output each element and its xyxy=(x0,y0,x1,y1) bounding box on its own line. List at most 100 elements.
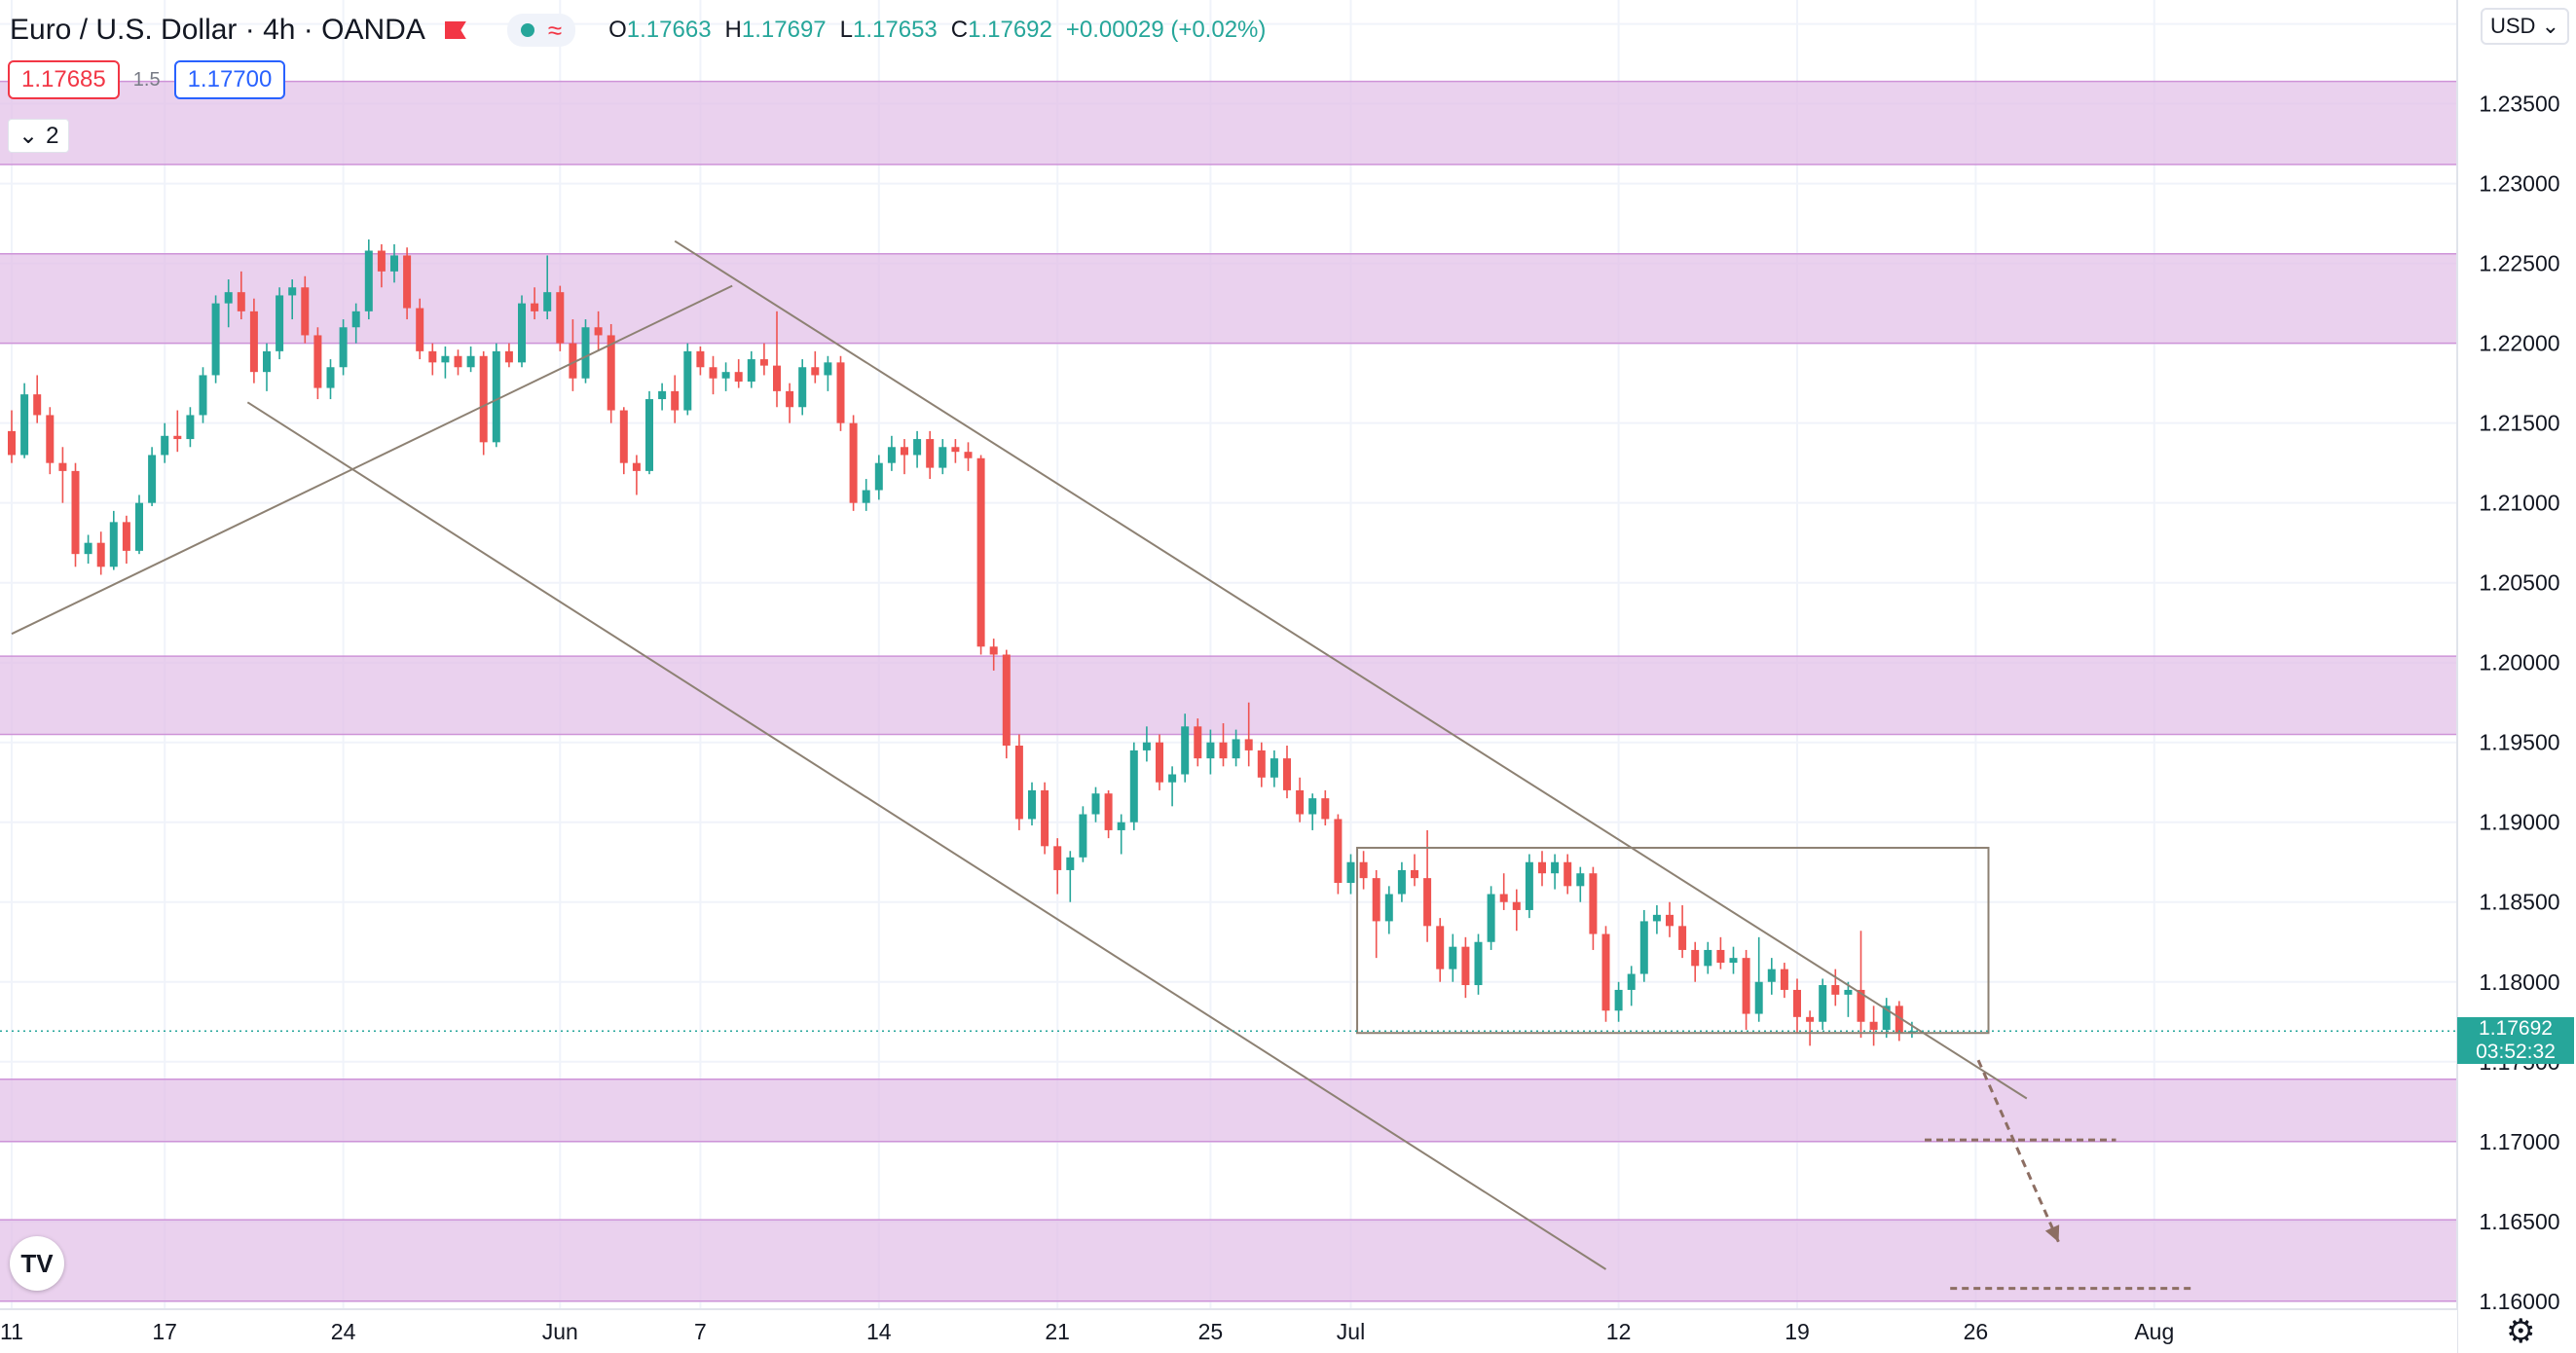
candle-body xyxy=(1819,985,1827,1022)
currency-label: USD xyxy=(2490,14,2536,38)
candle-body xyxy=(263,350,271,373)
candle-body xyxy=(1652,914,1661,922)
candle-body xyxy=(390,255,398,272)
candle-body xyxy=(364,250,373,311)
close-key: C xyxy=(950,17,969,43)
candle-body xyxy=(1359,861,1368,879)
candle-body xyxy=(428,350,437,363)
low-key: L xyxy=(839,17,854,43)
candle-body xyxy=(1296,789,1305,815)
symbol-title[interactable]: Euro / U.S. Dollar · 4h · OANDA xyxy=(10,14,425,46)
candle-body xyxy=(96,542,105,567)
price-axis-panel xyxy=(2457,0,2576,1353)
candle-body xyxy=(1346,861,1355,884)
buy-button[interactable]: 1.17700 xyxy=(173,60,286,99)
candle-body xyxy=(1487,894,1495,942)
price-tick-label: 1.22000 xyxy=(2479,331,2559,356)
candle-body xyxy=(377,250,386,272)
candle-body xyxy=(1411,869,1418,879)
candle-body xyxy=(122,522,130,551)
price-tick-label: 1.22500 xyxy=(2479,251,2559,276)
candle-body xyxy=(135,502,143,551)
flag-icon[interactable] xyxy=(444,21,466,39)
candle-body xyxy=(1321,798,1330,820)
candle-body xyxy=(1589,873,1598,934)
candle-body xyxy=(1869,1021,1878,1030)
candle-body xyxy=(504,350,513,363)
broker-label: OANDA xyxy=(321,14,425,46)
tradingview-logo[interactable]: TV xyxy=(10,1236,64,1291)
support-resistance-zone xyxy=(0,81,2457,165)
candle-body xyxy=(1614,989,1623,1011)
candle-body xyxy=(1449,946,1457,969)
sell-button[interactable]: 1.17685 xyxy=(8,60,120,99)
candle-body xyxy=(276,295,284,351)
price-tick-label: 1.19500 xyxy=(2479,730,2559,755)
candle-body xyxy=(1283,758,1291,790)
candle-body xyxy=(1601,933,1610,1011)
support-resistance-zone xyxy=(0,1079,2457,1142)
quote-row: 1.17685 1.5 1.17700 xyxy=(8,60,286,99)
candle-body xyxy=(683,350,692,411)
candle-body xyxy=(607,335,615,411)
candle-body xyxy=(1704,949,1712,967)
candle-body xyxy=(1423,878,1432,927)
candle-body xyxy=(734,372,743,383)
candle-body xyxy=(1512,901,1521,910)
candle-body xyxy=(1117,822,1125,830)
candle-body xyxy=(1831,985,1840,995)
candle-body xyxy=(109,522,118,567)
candle-body xyxy=(46,415,55,463)
price-tick-label: 1.20500 xyxy=(2479,570,2559,596)
candle-body xyxy=(1436,926,1445,969)
candle-body xyxy=(1895,1006,1903,1034)
candle-body xyxy=(351,311,360,328)
indicator-count: 2 xyxy=(46,122,59,149)
candle-body xyxy=(619,410,628,463)
gear-icon[interactable]: ⚙ xyxy=(2506,1313,2536,1350)
time-tick-label: 11 xyxy=(0,1319,23,1344)
candle-body xyxy=(786,390,794,408)
candle-body xyxy=(1181,726,1190,775)
candle-body xyxy=(1168,774,1177,783)
candle-body xyxy=(211,303,220,376)
price-tick-label: 1.23000 xyxy=(2479,171,2559,197)
candle-body xyxy=(1627,973,1636,990)
low-value: 1.17653 xyxy=(853,17,938,43)
candle-body xyxy=(887,447,896,463)
market-status-pill[interactable]: ≈ xyxy=(506,14,576,47)
arrowhead-icon xyxy=(2044,1225,2060,1243)
candle-body xyxy=(1742,958,1750,1014)
candle-body xyxy=(1525,861,1533,910)
candle-body xyxy=(1194,726,1202,759)
candle-body xyxy=(1806,1016,1815,1022)
ohlc-values: O1.17663 H1.17697 L1.17653 C1.17692 +0.0… xyxy=(608,17,1266,44)
candle-body xyxy=(1384,894,1393,922)
indicators-toggle[interactable]: ⌄ 2 xyxy=(8,119,70,153)
candle-body xyxy=(759,359,768,366)
candle-body xyxy=(1244,739,1253,750)
candle-body xyxy=(1014,745,1023,820)
candle-body xyxy=(1372,878,1380,922)
candle-body xyxy=(1767,969,1776,982)
currency-selector[interactable]: USD ⌄ xyxy=(2481,8,2570,45)
projection-arrow xyxy=(1976,1059,2060,1243)
candle-body xyxy=(976,457,985,647)
candle-body xyxy=(836,362,845,423)
candle-body xyxy=(658,390,667,400)
candle-body xyxy=(721,372,730,379)
candle-body xyxy=(1538,861,1546,874)
price-tick-label: 1.18000 xyxy=(2479,969,2559,995)
candle-body xyxy=(798,367,807,408)
candle-body xyxy=(1882,1006,1891,1030)
candle-body xyxy=(1257,750,1266,778)
logo-text: TV xyxy=(20,1248,54,1278)
candle-body xyxy=(1576,873,1585,887)
candle-body xyxy=(671,390,680,411)
candle-body xyxy=(1129,750,1138,823)
time-tick-label: Aug xyxy=(2134,1319,2174,1344)
open-key: O xyxy=(608,17,627,43)
candle-body xyxy=(874,462,883,491)
trendline xyxy=(11,284,733,636)
